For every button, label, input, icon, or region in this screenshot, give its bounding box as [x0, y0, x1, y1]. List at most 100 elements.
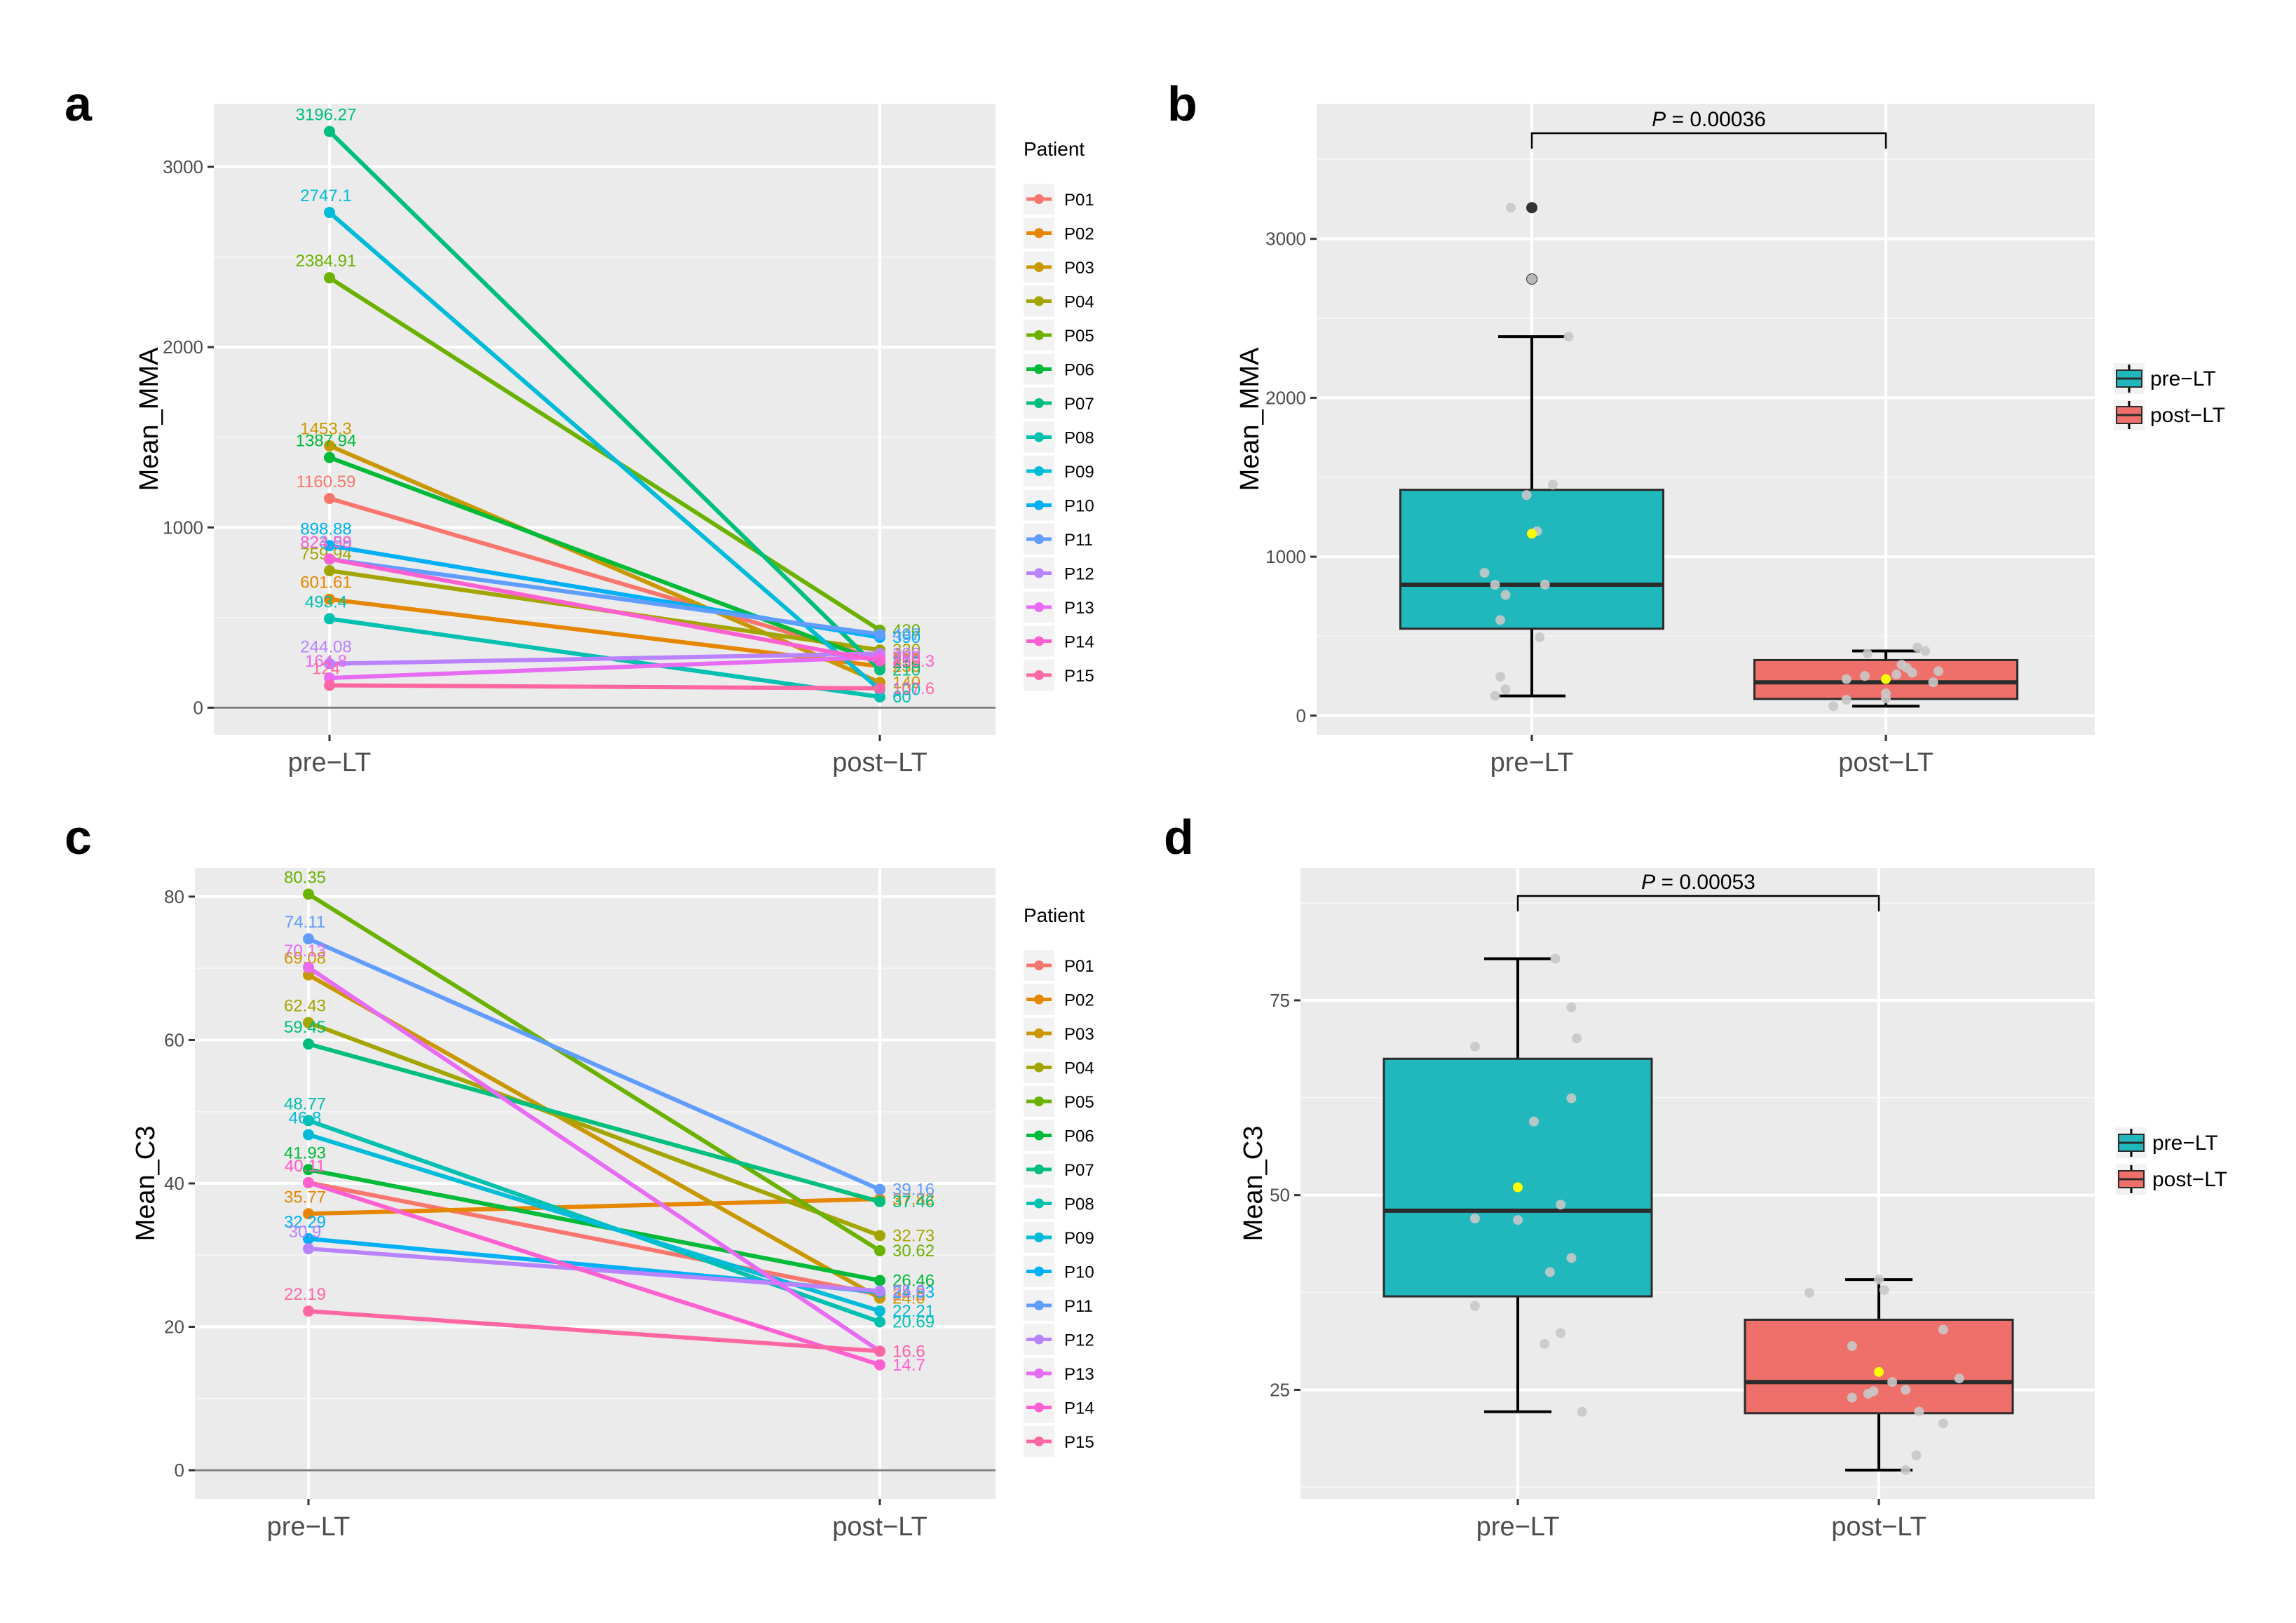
series-line-P06 [328, 455, 881, 665]
legend-label: P13 [1064, 1365, 1094, 1384]
data-label: 80.35 [284, 868, 326, 887]
jitter-point [1556, 1328, 1566, 1338]
jitter-point [1563, 332, 1574, 342]
data-point [874, 1359, 885, 1371]
legend-key-point [1034, 602, 1044, 612]
data-point [303, 961, 314, 973]
legend-key-point [1034, 1062, 1044, 1073]
data-label: 2384.91 [296, 252, 357, 271]
legend-title: Patient [1024, 904, 1085, 926]
jitter-point [1469, 1214, 1480, 1223]
jitter-point [1901, 1385, 1911, 1395]
series-line-P05 [307, 892, 881, 1253]
data-label: 74.11 [285, 913, 325, 932]
legend-label: P09 [1064, 463, 1094, 482]
plot-panel [1317, 104, 2095, 735]
legend-label: P05 [1064, 327, 1094, 346]
significance-bracket [1530, 132, 1887, 149]
legend-key-point [1034, 670, 1044, 680]
data-label: 25.0 [892, 1282, 925, 1301]
y-tick-label: 3000 [163, 156, 203, 177]
plot-panel [214, 104, 996, 735]
panel-c: 0 20 40 60 80 pre−LT post−LT Mean_C3 c 40.11 24.5 3… [64, 810, 996, 1542]
jitter-point [1920, 646, 1931, 656]
data-label: 37.82 [892, 1190, 935, 1209]
jitter-point [1841, 695, 1852, 705]
y-tick-label: 20 [164, 1317, 184, 1338]
data-label: 601.61 [300, 573, 351, 592]
legend-label: P12 [1064, 1331, 1094, 1350]
legend-key-point [1034, 1096, 1044, 1106]
legend-key-point [1034, 228, 1044, 238]
data-label: 124 [312, 660, 340, 679]
data-label: 493.4 [305, 593, 347, 612]
jitter-point [1911, 1450, 1922, 1460]
data-point [303, 1232, 314, 1244]
data-label: 16.6 [892, 1342, 925, 1361]
jitter-point [1934, 666, 1943, 677]
series-line-P01 [308, 1180, 881, 1297]
data-label: 244.08 [300, 638, 351, 657]
legend-key-point [1034, 1334, 1044, 1345]
data-label: 164.8 [305, 652, 347, 671]
significance-bracket [1516, 895, 1880, 911]
legend-key-point [1034, 1301, 1044, 1310]
legend-key-point [1034, 1028, 1044, 1038]
box [1399, 489, 1664, 630]
jitter-point [1566, 1093, 1577, 1103]
data-label: 30.9 [289, 1223, 322, 1242]
data-label: 16.6 [892, 1342, 925, 1361]
mean-point [1513, 1182, 1523, 1193]
legend-label: P09 [1064, 1229, 1094, 1248]
y-tick-label: 1000 [163, 517, 203, 538]
jitter-point [1913, 642, 1922, 653]
jitter-point [1528, 1116, 1539, 1127]
data-point [874, 682, 885, 694]
jitter-point [1521, 490, 1532, 501]
data-label: 1387.94 [296, 432, 357, 451]
data-label: 32.73 [892, 1226, 935, 1245]
data-point [874, 655, 885, 667]
jitter-point [1938, 1324, 1948, 1335]
data-point [303, 1038, 314, 1050]
series-line-P11 [307, 937, 881, 1192]
jitter-point [1572, 1033, 1582, 1043]
x-tick-label: pre−LT [267, 1512, 351, 1542]
legend-key-point [1034, 960, 1044, 970]
legend-label: P02 [1064, 225, 1094, 244]
legend-key-point [1034, 194, 1044, 204]
data-point [324, 125, 335, 137]
x-tick-label: pre−LT [1490, 748, 1574, 777]
data-point [324, 593, 335, 605]
panel-letter: a [64, 76, 93, 131]
box [1383, 1057, 1653, 1298]
data-point [324, 613, 335, 625]
legend-label: P10 [1064, 497, 1094, 516]
panel-letter: b [1167, 76, 1197, 131]
jitter-point [1863, 1389, 1873, 1399]
y-axis-title: Mean_MMA [135, 347, 164, 491]
data-point [874, 1195, 885, 1207]
series-line-P07 [308, 1042, 881, 1204]
legend-label: P01 [1064, 957, 1094, 976]
legend-key-point [1034, 398, 1044, 408]
panel-letter: c [64, 810, 92, 864]
legend-key-point [1034, 636, 1044, 646]
p-value-symbol: P [1652, 108, 1666, 131]
jitter-point [1954, 1373, 1964, 1384]
data-label: 270 [892, 650, 921, 669]
data-label: 824.98 [300, 533, 351, 552]
legend-label: P07 [1064, 395, 1094, 414]
jitter-point [1862, 648, 1873, 659]
jitter-point [1550, 953, 1561, 964]
legend-label: post−LT [2152, 1168, 2227, 1191]
jitter-point [1887, 1377, 1898, 1387]
data-label: 24.5 [892, 1286, 925, 1305]
data-label: 430 [892, 621, 921, 640]
data-label: 320 [892, 641, 921, 660]
jitter-point [1490, 691, 1500, 701]
legend-key-point [1034, 364, 1044, 374]
y-tick-label: 25 [1270, 1379, 1290, 1400]
data-label: 48.77 [284, 1094, 326, 1113]
